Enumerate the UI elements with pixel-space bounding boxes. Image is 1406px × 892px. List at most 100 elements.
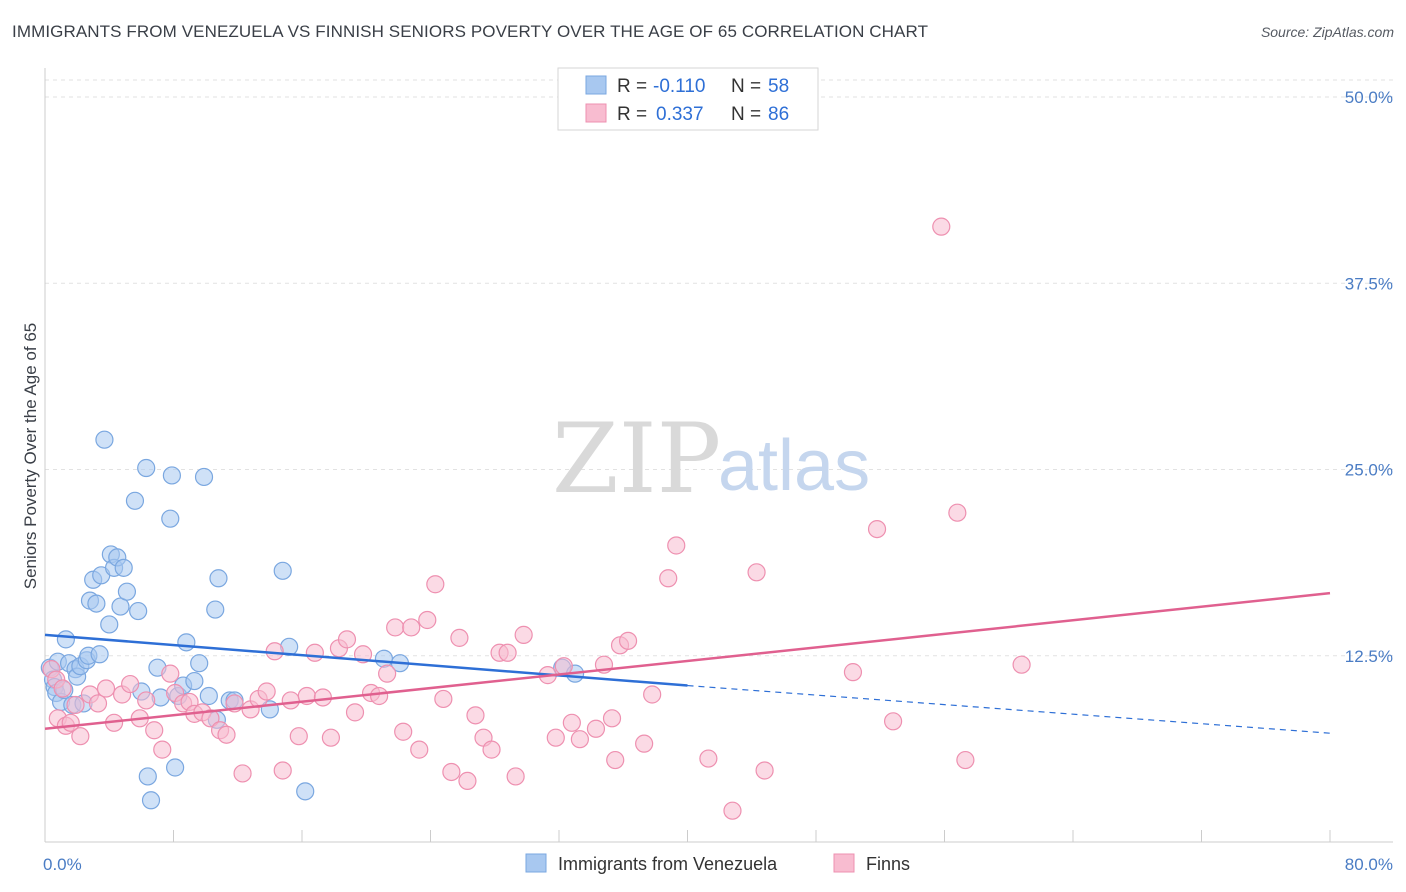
data-point-finns (88, 694, 108, 713)
data-point-finns (643, 685, 662, 704)
data-point-finns (554, 657, 573, 676)
data-point-finns (434, 689, 453, 709)
data-point-finns (337, 630, 357, 649)
data-point-finns (602, 709, 622, 728)
trend-line-venezuela-extension (687, 684, 1331, 734)
data-point-finns (394, 722, 413, 741)
y-tick-label: 12.5% (1345, 647, 1393, 666)
data-point-finns (498, 643, 517, 662)
data-point-finns (161, 664, 180, 683)
data-point-finns (659, 569, 678, 588)
trend-line-finns (44, 591, 1331, 731)
data-point-venezuela (87, 594, 106, 613)
data-point-finns (378, 664, 397, 683)
bottom-legend-swatch-finns (833, 853, 855, 873)
data-point-finns (321, 728, 341, 747)
y-tick-label: 50.0% (1345, 88, 1393, 107)
x-tick-labels: 0.0% 80.0% (43, 855, 1393, 874)
data-point-finns (458, 771, 477, 791)
data-point-venezuela (100, 615, 119, 634)
data-point-finns (755, 761, 774, 780)
data-point-venezuela (166, 758, 185, 777)
data-point-venezuela (95, 430, 114, 449)
data-point-finns (66, 695, 85, 715)
legend-n-label-1: N = (731, 104, 761, 125)
legend-n-label-0: N = (731, 76, 761, 97)
data-point-finns (71, 727, 90, 746)
data-point-finns (570, 730, 589, 749)
y-tick-label: 37.5% (1345, 274, 1393, 293)
source-label: Source: ZipAtlas.com (1260, 24, 1394, 40)
top-legend: R = -0.110 N = 58 R = 0.337 N = 86 (557, 67, 819, 131)
data-point-venezuela (141, 791, 161, 810)
data-point-finns (514, 625, 533, 644)
data-point-venezuela (206, 600, 225, 619)
data-point-finns (410, 740, 429, 759)
data-point-venezuela (209, 569, 228, 588)
watermark: ZIP atlas (552, 403, 870, 515)
trend-line-venezuela (44, 633, 688, 687)
data-point-venezuela (56, 630, 75, 649)
legend-r-label-0: R = (617, 76, 647, 97)
data-point-finns (201, 709, 220, 728)
legend-r-value-1: 0.337 (656, 104, 704, 125)
legend-n-value-0: 58 (768, 76, 789, 97)
data-point-venezuela (185, 671, 204, 691)
data-point-finns (305, 643, 324, 662)
legend-swatch-venezuela (585, 75, 607, 95)
data-point-finns (635, 734, 654, 753)
data-point-finns (153, 740, 172, 759)
data-point-finns (402, 618, 421, 637)
y-tick-label: 25.0% (1345, 461, 1393, 480)
data-point-finns (1012, 655, 1031, 674)
data-point-finns (618, 631, 638, 650)
data-point-venezuela (190, 654, 209, 673)
x-tick-label: 0.0% (43, 855, 82, 874)
data-point-venezuela (90, 645, 109, 664)
data-point-finns (313, 688, 332, 707)
data-point-finns (562, 713, 581, 732)
data-point-venezuela (114, 558, 133, 577)
x-tick-label: 80.0% (1345, 855, 1393, 874)
data-point-finns (747, 563, 766, 582)
data-points (40, 217, 1031, 820)
data-point-venezuela (194, 467, 214, 487)
data-point-venezuela (117, 582, 137, 601)
data-point-finns (506, 767, 525, 786)
data-point-finns (450, 628, 469, 647)
data-point-finns (53, 679, 72, 698)
watermark-zip: ZIP (552, 403, 721, 515)
data-point-finns (883, 712, 903, 731)
data-point-finns (386, 618, 405, 637)
data-point-finns (667, 536, 686, 555)
data-point-finns (370, 686, 389, 706)
data-point-finns (867, 519, 887, 539)
data-point-venezuela (125, 491, 145, 510)
legend-r-label-1: R = (617, 104, 647, 125)
data-point-finns (281, 691, 300, 710)
data-point-finns (345, 703, 365, 722)
trend-lines (44, 591, 1331, 734)
data-point-finns (96, 679, 116, 698)
data-point-finns (418, 610, 437, 630)
data-point-finns (699, 749, 718, 768)
bottom-legend-swatch-venezuela (525, 853, 547, 873)
axes (44, 68, 1393, 843)
data-point-finns (948, 503, 967, 522)
data-point-finns (932, 217, 951, 236)
y-tick-labels: 12.5% 25.0% 37.5% 50.0% (1345, 88, 1393, 666)
data-point-finns (482, 740, 501, 759)
data-point-venezuela (296, 782, 315, 801)
data-point-finns (233, 764, 252, 783)
data-point-finns (289, 727, 308, 746)
chart-title: IMMIGRANTS FROM VENEZUELA VS FINNISH SEN… (12, 22, 929, 41)
data-point-finns (273, 761, 292, 780)
data-point-venezuela (374, 649, 394, 668)
legend-r-value-0: -0.110 (653, 76, 705, 97)
data-point-finns (442, 762, 461, 782)
y-axis-label: Seniors Poverty Over the Age of 65 (21, 323, 40, 589)
data-point-venezuela (199, 686, 218, 706)
data-point-finns (606, 750, 625, 770)
data-point-finns (137, 691, 156, 710)
